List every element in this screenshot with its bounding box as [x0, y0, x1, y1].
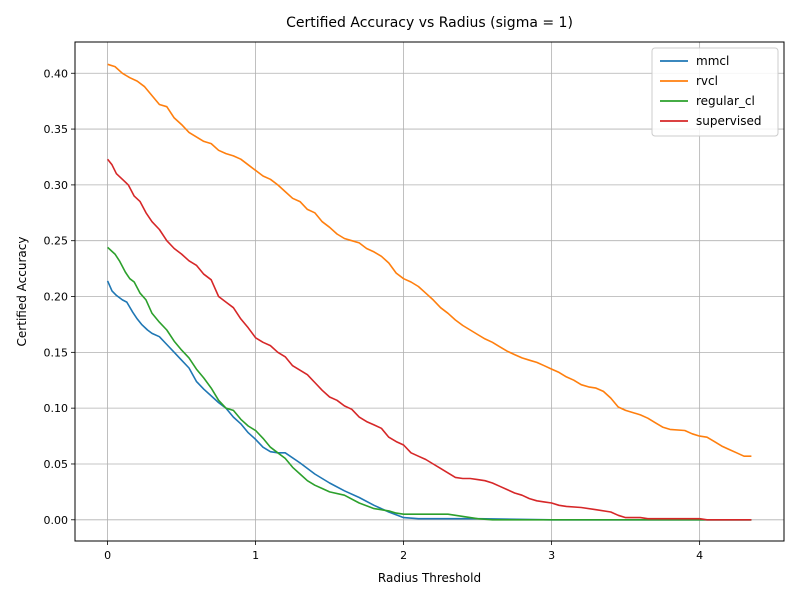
- y-tick-label: 0.20: [44, 291, 69, 304]
- x-tick-label: 1: [252, 549, 259, 562]
- plot-frame: [74, 41, 785, 542]
- x-axis-label: Radius Threshold: [378, 571, 481, 585]
- legend: mmcl rvcl regular_cl supervised: [651, 47, 779, 137]
- y-tick-label: 0.35: [44, 123, 69, 136]
- legend-label: mmcl: [696, 54, 729, 68]
- y-axis-ticks: 0.00 0.05 0.10 0.15 0.20 0.25 0.30 0.35 0.40: [44, 67, 75, 527]
- legend-label: supervised: [696, 114, 761, 128]
- series-line-regular-cl: [107, 246, 752, 521]
- x-tick-label: 2: [400, 549, 407, 562]
- legend-box: [651, 47, 779, 137]
- x-tick-label: 3: [548, 549, 555, 562]
- y-axis-label: Certified Accuracy: [15, 237, 29, 347]
- x-tick-label: 4: [696, 549, 703, 562]
- y-tick-label: 0.30: [44, 179, 69, 192]
- y-tick-label: 0.10: [44, 402, 69, 415]
- legend-label: rvcl: [696, 74, 718, 88]
- legend-label: regular_cl: [696, 94, 755, 108]
- y-tick-label: 0.25: [44, 235, 69, 248]
- series-line-supervised: [106, 158, 752, 521]
- chart-title: Certified Accuracy vs Radius (sigma = 1): [286, 15, 573, 31]
- y-tick-label: 0.05: [44, 458, 69, 471]
- series-lines: [106, 63, 752, 521]
- y-tick-label: 0.00: [44, 514, 69, 527]
- x-tick-label: 0: [104, 549, 111, 562]
- series-line-mmcl: [106, 280, 752, 521]
- series-line-rvcl: [107, 63, 752, 457]
- y-tick-label: 0.40: [44, 67, 69, 80]
- x-axis-ticks: 0 1 2 3 4: [104, 541, 703, 562]
- y-tick-label: 0.15: [44, 346, 69, 359]
